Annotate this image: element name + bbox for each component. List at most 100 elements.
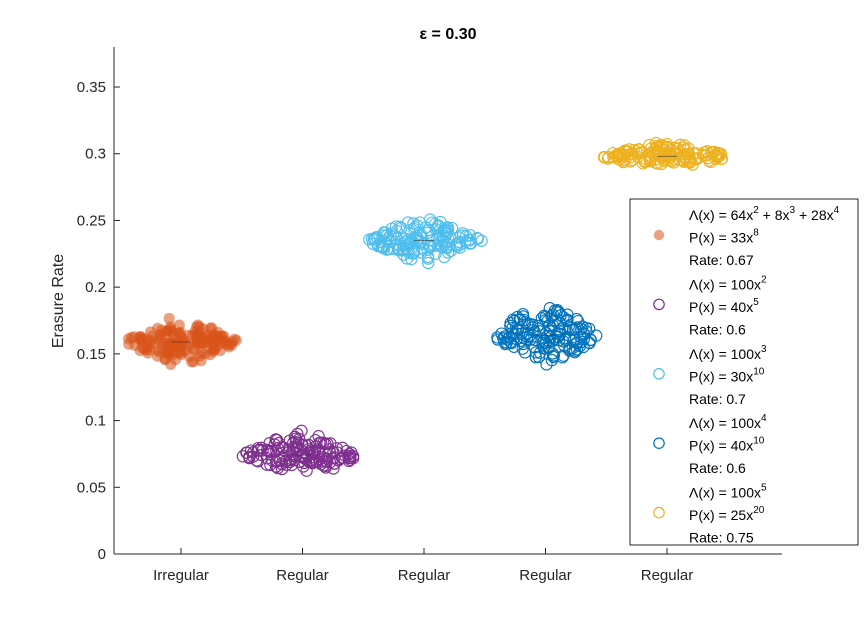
data-point-series-3 [504, 319, 517, 333]
data-point-series-3 [498, 336, 511, 349]
data-point-series-3 [543, 302, 556, 315]
y-tick-label: 0.35 [77, 79, 106, 96]
data-point-series-0 [159, 327, 172, 339]
legend-text-part: P(x) = 25x [689, 507, 753, 523]
legend-label: Rate: 0.6 [689, 321, 746, 337]
data-point-series-2 [414, 228, 427, 241]
data-point-series-2 [381, 229, 394, 242]
legend-exponent: 3 [761, 344, 767, 355]
y-tick-label: 0.2 [85, 279, 106, 296]
legend-label: P(x) = 40x5 [689, 297, 759, 315]
data-point-series-3 [498, 330, 511, 343]
data-point-series-2 [438, 238, 451, 251]
data-point-series-2 [383, 235, 396, 249]
data-point-series-2 [463, 237, 477, 250]
data-point-series-1 [292, 436, 305, 450]
legend-label: P(x) = 30x10 [689, 366, 765, 384]
data-point-series-1 [285, 458, 298, 472]
data-point-series-3 [529, 350, 542, 364]
legend-marker [653, 367, 665, 380]
data-point-series-1 [302, 455, 316, 468]
legend-text-part: Rate: 0.7 [689, 391, 746, 407]
data-point-series-3 [557, 335, 570, 348]
x-tick-label: Regular [519, 567, 572, 584]
legend-exponent: 8 [753, 228, 759, 239]
legend-box [629, 198, 859, 546]
data-point-series-4 [696, 148, 710, 162]
data-point-series-1 [313, 436, 326, 450]
y-tick-label: 0 [98, 546, 106, 563]
data-point-series-3 [577, 332, 591, 346]
legend-text-part: + 8x [759, 207, 790, 223]
data-point-series-0 [204, 332, 216, 344]
data-point-series-4 [624, 155, 637, 168]
data-point-series-0 [163, 312, 175, 325]
data-point-series-4 [704, 146, 718, 159]
data-point-series-3 [561, 308, 574, 321]
data-point-series-3 [545, 310, 558, 323]
data-point-series-2 [401, 242, 414, 256]
legend-exponent: 2 [761, 274, 767, 285]
data-point-series-4 [670, 149, 683, 162]
legend-text-part: Rate: 0.6 [689, 460, 746, 476]
data-point-series-2 [432, 220, 446, 233]
legend-marker [653, 229, 665, 241]
data-point-series-1 [295, 424, 308, 437]
x-tick-label: Regular [276, 567, 329, 584]
legend-marker [653, 298, 665, 311]
data-point-series-0 [173, 340, 185, 352]
data-point-series-1 [270, 433, 284, 447]
data-point-series-4 [648, 143, 661, 156]
data-point-series-3 [524, 333, 537, 346]
legend-label: P(x) = 40x10 [689, 436, 765, 454]
legend-text-part: Λ(x) = 100x [689, 276, 761, 292]
data-point-series-2 [433, 232, 446, 245]
data-point-series-2 [421, 226, 434, 240]
data-point-series-3 [547, 350, 560, 364]
data-point-series-1 [293, 455, 306, 468]
legend-text-part: Rate: 0.75 [689, 530, 754, 546]
data-point-series-4 [687, 147, 700, 160]
legend-text-part: P(x) = 33x [689, 230, 753, 246]
data-point-series-0 [195, 355, 207, 367]
data-point-series-3 [557, 311, 570, 324]
y-tick-label: 0.05 [77, 479, 106, 496]
data-point-series-2 [389, 220, 403, 233]
data-point-series-0 [151, 350, 164, 362]
data-point-series-1 [236, 450, 249, 463]
data-point-series-2 [405, 253, 418, 266]
data-point-series-3 [562, 320, 575, 333]
legend-exponent: 10 [753, 366, 765, 377]
data-point-series-3 [506, 313, 520, 326]
y-axis-label: Erasure Rate [50, 254, 67, 348]
legend-label: P(x) = 25x20 [689, 505, 765, 523]
legend-label: Rate: 0.67 [689, 252, 754, 268]
legend-label: Λ(x) = 100x3 [689, 344, 767, 362]
data-point-series-2 [429, 223, 442, 236]
data-point-series-3 [540, 358, 553, 371]
legend-text-part: P(x) = 30x [689, 368, 753, 384]
data-points [122, 136, 729, 477]
data-point-series-3 [505, 336, 518, 350]
data-point-series-2 [367, 232, 381, 245]
axes: 0 0.05 0.1 0.15 0.2 0.25 0.3 0.35 Irregular Regul… [77, 47, 782, 584]
data-point-series-1 [289, 442, 302, 455]
data-point-series-1 [277, 441, 290, 454]
data-point-series-3 [571, 314, 585, 328]
y-tick-label: 0.3 [85, 146, 106, 163]
data-point-series-1 [269, 433, 283, 446]
legend-text-part: + 28x [795, 207, 834, 223]
y-tick-label: 0.15 [77, 346, 106, 363]
legend-text-part: P(x) = 40x [689, 438, 753, 454]
data-point-series-3 [521, 327, 534, 340]
data-point-series-4 [607, 150, 620, 164]
legend-exponent: 3 [790, 205, 796, 216]
data-point-series-3 [528, 325, 541, 338]
data-point-series-0 [142, 341, 154, 353]
legend-label: Λ(x) = 100x5 [689, 483, 767, 501]
data-point-series-2 [426, 216, 439, 229]
data-point-series-1 [252, 444, 265, 457]
data-point-series-0 [123, 338, 135, 350]
data-point-series-2 [386, 228, 400, 241]
